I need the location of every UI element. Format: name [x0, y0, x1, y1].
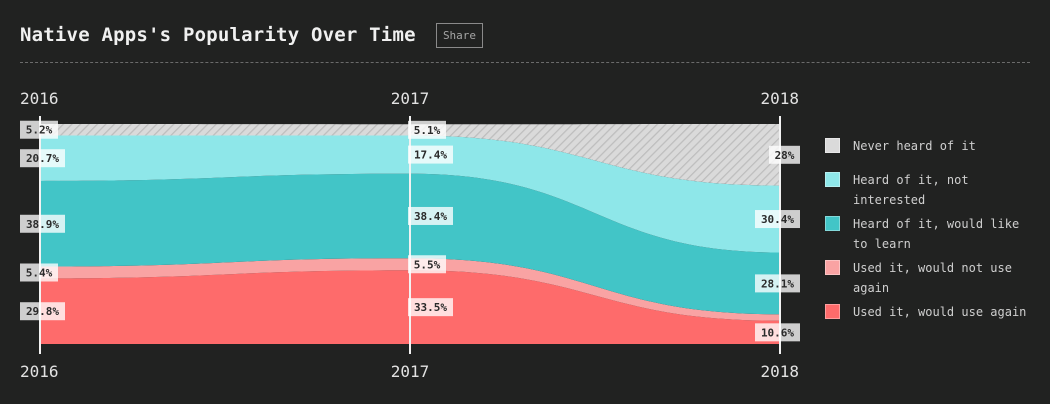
legend-label: Used it, would use again	[853, 305, 1027, 319]
value-label-text: 28.1%	[761, 277, 794, 290]
value-label-text: 5.4%	[26, 267, 53, 280]
value-label-text: 10.6%	[761, 326, 794, 339]
legend-label: Never heard of it	[853, 139, 976, 153]
value-label-text: 29.8%	[26, 305, 59, 318]
legend-swatch	[825, 172, 840, 187]
value-label-box	[769, 145, 800, 164]
value-label-box	[755, 323, 800, 342]
value-label-text: 33.5%	[414, 301, 447, 314]
year-label-top: 2018	[760, 89, 799, 108]
value-label-text: 5.5%	[414, 258, 441, 271]
value-label-box	[408, 120, 446, 139]
area-never-heard-of-it[interactable]	[40, 124, 780, 186]
value-label-box	[20, 149, 65, 168]
legend-swatch	[825, 216, 840, 231]
legend-label: Used it, would not use again	[853, 261, 1012, 295]
value-label-box	[20, 120, 58, 139]
year-label-bottom: 2018	[760, 362, 799, 381]
value-label: 5.4%	[20, 263, 58, 282]
value-label: 30.4%	[755, 210, 800, 229]
value-label: 5.1%	[408, 120, 446, 139]
value-label: 10.6%	[755, 323, 800, 342]
value-label: 5.5%	[408, 255, 446, 274]
legend-swatch	[825, 260, 840, 275]
value-label-box	[408, 206, 453, 225]
value-label: 5.2%	[20, 120, 58, 139]
value-label: 17.4%	[408, 145, 453, 164]
value-label: 20.7%	[20, 149, 65, 168]
value-labels: 29.8% 33.5% 10.6% 5.4% 5.5% 38.9% 38.4% 28.1% 20…	[20, 120, 800, 342]
share-button[interactable]: Share	[436, 23, 483, 48]
value-label-box	[755, 210, 800, 229]
value-label: 28.1%	[755, 274, 800, 293]
value-label-text: 30.4%	[761, 213, 794, 226]
value-label: 29.8%	[20, 302, 65, 321]
value-label: 38.4%	[408, 206, 453, 225]
value-label-box	[20, 302, 65, 321]
value-label: 28%	[769, 145, 800, 164]
legend-swatch	[825, 138, 840, 153]
year-label-top: 2017	[391, 89, 430, 108]
legend-swatch	[825, 304, 840, 319]
value-label-box	[755, 274, 800, 293]
value-label-text: 17.4%	[414, 149, 447, 162]
value-label-text: 20.7%	[26, 152, 59, 165]
legend-label: Heard of it, not interested	[853, 173, 969, 207]
area-heard-of-it-not-interested[interactable]	[40, 135, 780, 253]
title-divider	[20, 62, 1030, 63]
chart-title: Native Apps's Popularity Over Time	[20, 24, 416, 46]
area-used-it-would-not-use-again[interactable]	[40, 258, 780, 321]
value-label-box	[20, 214, 65, 233]
value-label-text: 28%	[775, 149, 795, 162]
value-label-text: 38.9%	[26, 218, 59, 231]
value-label-box	[408, 255, 446, 274]
year-label-top: 2016	[20, 89, 59, 108]
value-label-box	[408, 298, 453, 317]
legend-label: Heard of it, would like to learn	[853, 217, 1020, 251]
value-label: 33.5%	[408, 298, 453, 317]
year-label-bottom: 2017	[391, 362, 430, 381]
value-label: 38.9%	[20, 214, 65, 233]
value-label-box	[20, 263, 58, 282]
value-label-text: 38.4%	[414, 210, 447, 223]
stacked-area-chart: 2016 2016 2017 2017 2018 2018 29.8% 33.5% 10.6%…	[20, 89, 800, 381]
year-label-bottom: 2016	[20, 362, 59, 381]
value-label-text: 5.2%	[26, 124, 53, 137]
value-label-box	[408, 145, 453, 164]
value-label-text: 5.1%	[414, 124, 441, 137]
